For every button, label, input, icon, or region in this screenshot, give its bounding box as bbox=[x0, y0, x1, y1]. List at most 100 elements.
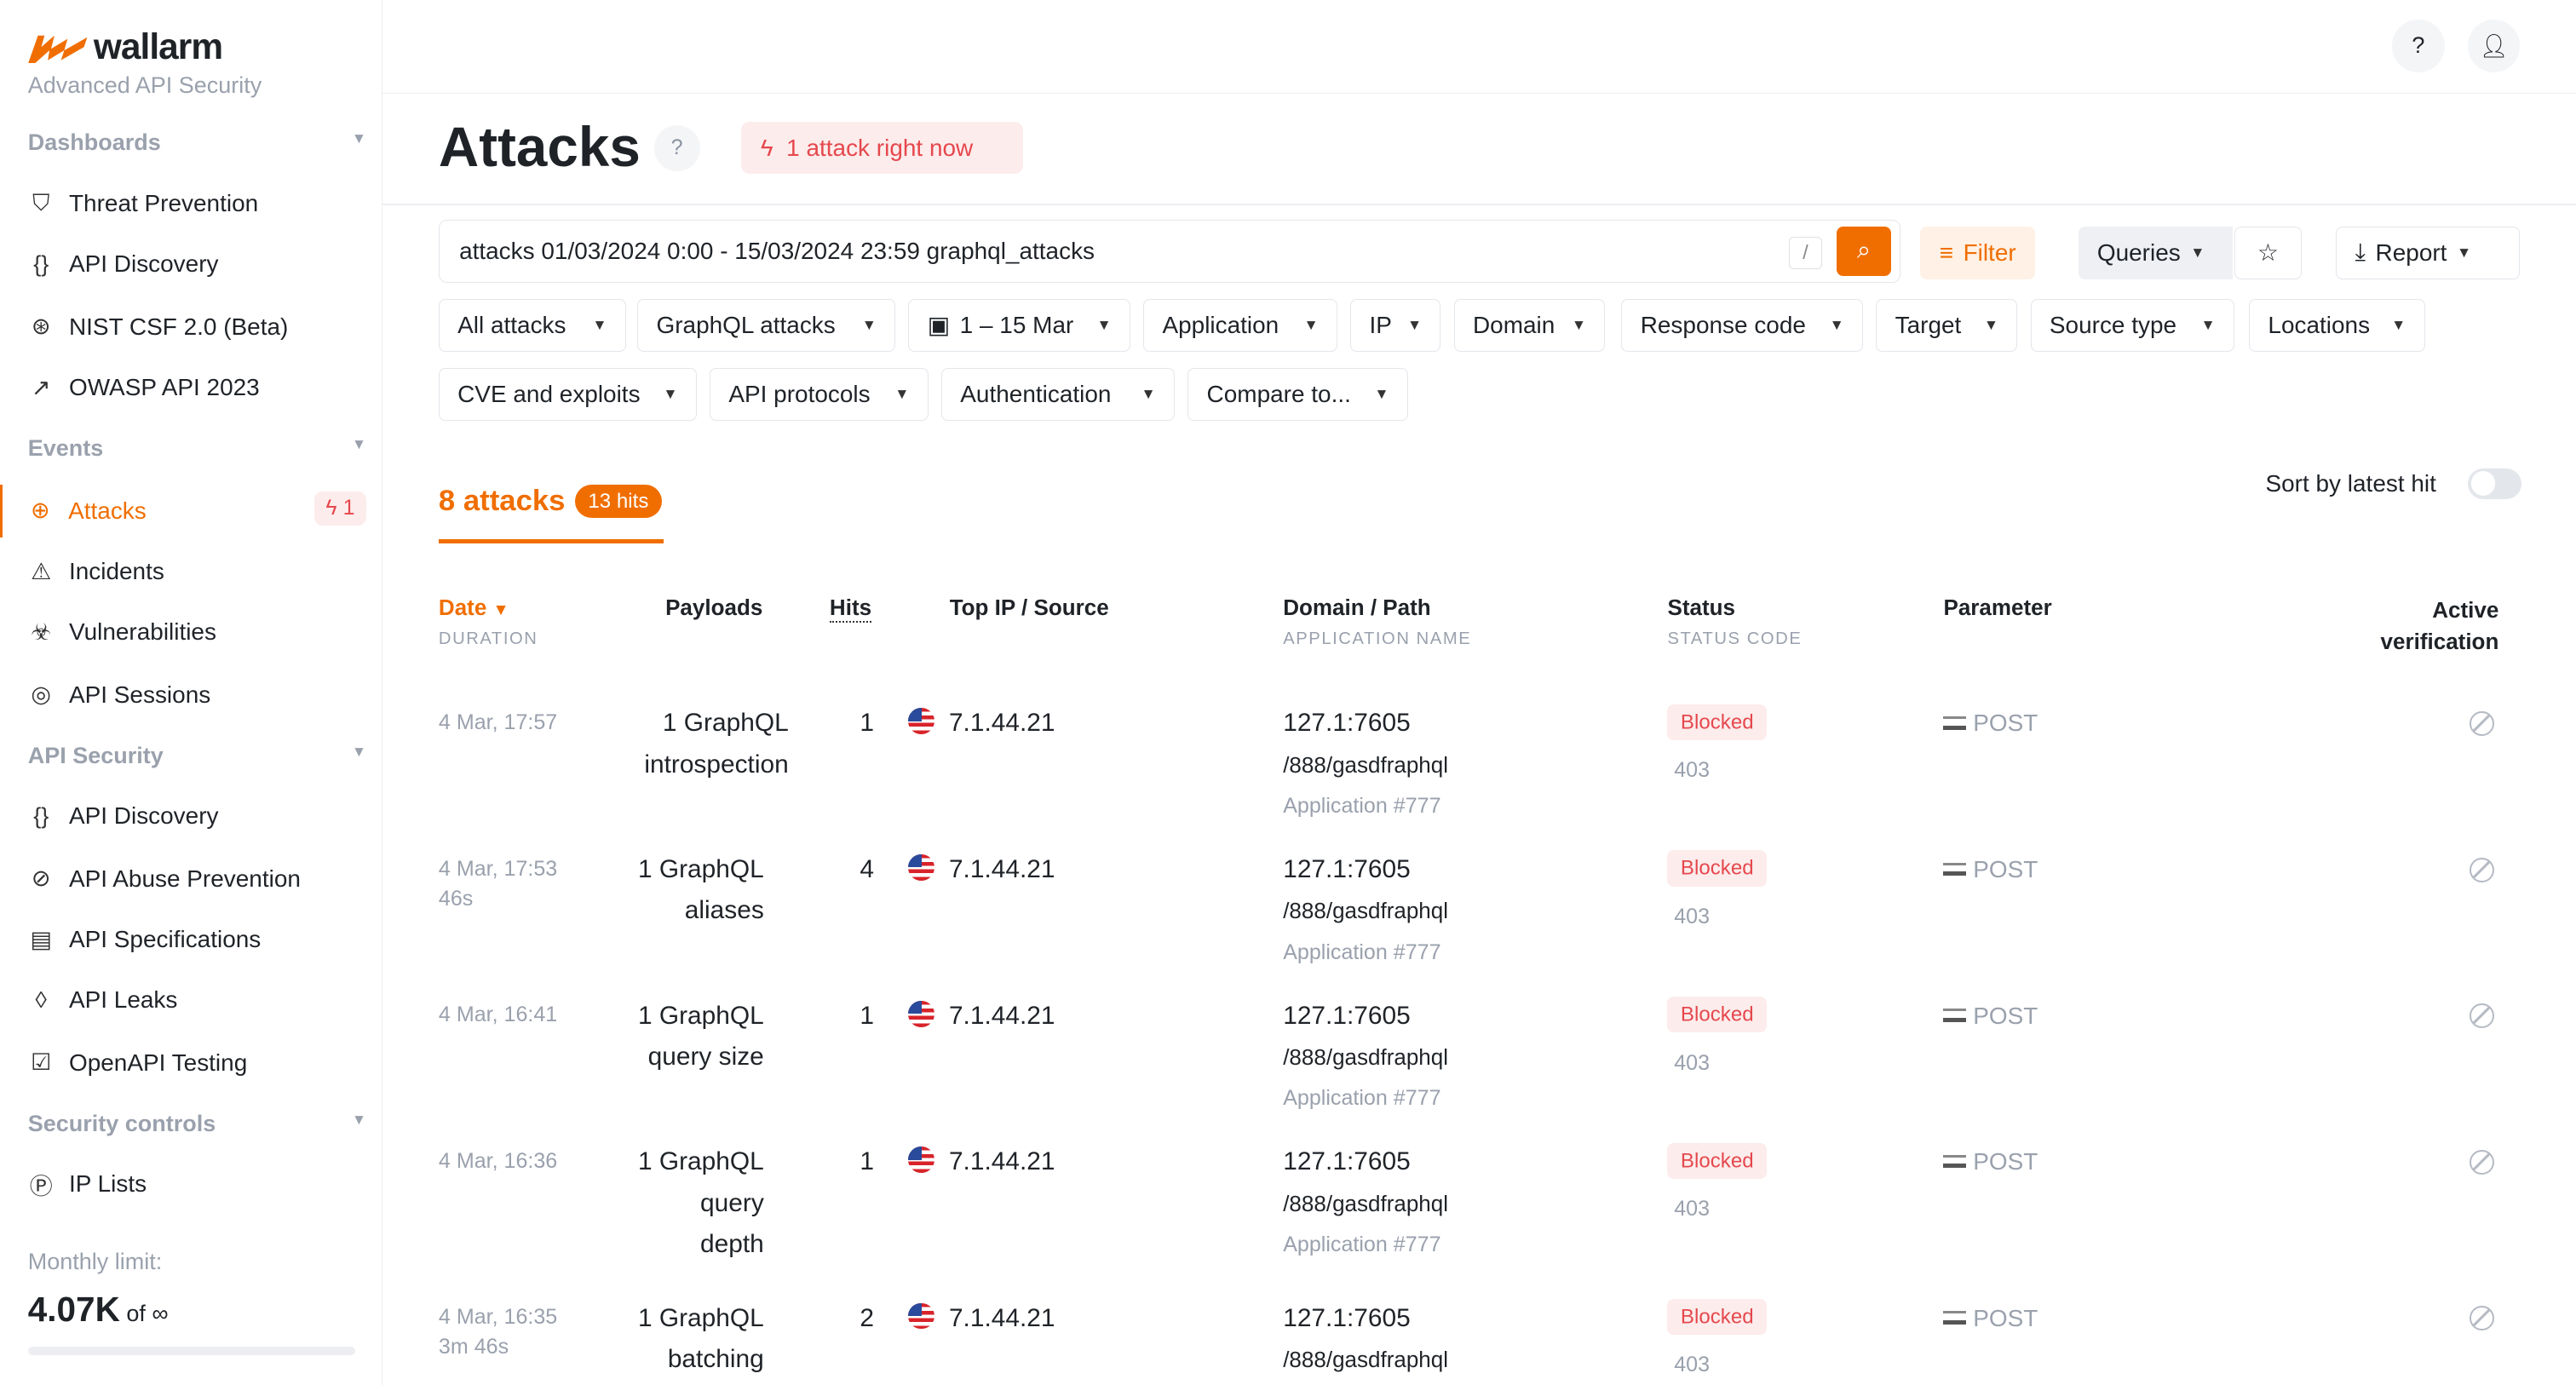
sidebar-item[interactable]: {} API Discovery bbox=[0, 238, 381, 291]
report-button[interactable]: ⤓ Report ▼ bbox=[2336, 227, 2521, 279]
row-parameter: POST bbox=[1943, 1141, 2038, 1182]
filter-dropdown[interactable]: Locations ▼ bbox=[2249, 298, 2425, 352]
sidebar-item-label: API Sessions bbox=[68, 681, 211, 708]
document-icon: ▤ bbox=[30, 926, 52, 952]
filter-dropdown[interactable]: GraphQL attacks ▼ bbox=[637, 298, 896, 352]
search-query: attacks 01/03/2024 0:00 - 15/03/2024 23:… bbox=[459, 238, 1095, 265]
row-date: 4 Mar, 17:57 bbox=[439, 708, 557, 738]
filter-dropdown[interactable]: ▣ 1 – 15 Mar ▼ bbox=[908, 298, 1130, 352]
row-parameter: POST bbox=[1943, 1298, 2038, 1339]
payload-line: 1 GraphQL bbox=[637, 1147, 764, 1176]
row-domain[interactable]: 127.1:7605/888/gasdfraphql Application #7… bbox=[1283, 1141, 1448, 1265]
sidebar-item-label: Threat Prevention bbox=[68, 190, 259, 217]
filter-dropdown[interactable]: All attacks ▼ bbox=[438, 298, 626, 352]
sidebar-item[interactable]: ⊛ NIST CSF 2.0 (Beta) bbox=[0, 301, 381, 353]
limit-of: of ∞ bbox=[126, 1300, 169, 1326]
filter-dropdown[interactable]: API protocols ▼ bbox=[710, 367, 929, 421]
row-ip[interactable]: 7.1.44.21 bbox=[908, 703, 1055, 744]
search-button[interactable]: ⌕ bbox=[1837, 227, 1891, 276]
filter-dropdown[interactable]: IP ▼ bbox=[1350, 298, 1441, 352]
filter-dropdown[interactable]: CVE and exploits ▼ bbox=[438, 367, 697, 421]
ip: 7.1.44.21 bbox=[948, 1303, 1055, 1332]
lightning-icon: ϟ bbox=[760, 134, 773, 161]
sidebar-section[interactable]: Events ▼ bbox=[28, 435, 366, 462]
star-button[interactable]: ☆ bbox=[2234, 227, 2302, 279]
sidebar-item[interactable]: {} API Discovery bbox=[0, 790, 381, 843]
payload-line: 1 GraphQL bbox=[637, 1001, 764, 1030]
sidebar-section[interactable]: API Security ▼ bbox=[28, 743, 366, 769]
header-hits[interactable]: Hits bbox=[829, 595, 872, 624]
help-icon[interactable]: ? bbox=[2391, 20, 2445, 72]
filter-dropdown[interactable]: Target ▼ bbox=[1876, 298, 2018, 352]
row-parameter: POST bbox=[1943, 703, 2038, 744]
sidebar-item[interactable]: ⛉ Threat Prevention bbox=[0, 177, 381, 230]
queries-label: Queries bbox=[2096, 238, 2181, 266]
duration: 46s bbox=[438, 886, 474, 911]
sidebar-item-label: API Discovery bbox=[68, 250, 219, 278]
row-domain[interactable]: 127.1:7605/888/gasdfraphql Application #7… bbox=[1283, 996, 1448, 1119]
filter-label: API protocols bbox=[728, 380, 871, 407]
search-input[interactable]: attacks 01/03/2024 0:00 - 15/03/2024 23:… bbox=[438, 220, 1901, 283]
filter-dropdown[interactable]: Application ▼ bbox=[1143, 298, 1337, 352]
payload-line: batching bbox=[667, 1344, 764, 1373]
sidebar-item[interactable]: ☑ OpenAPI Testing bbox=[0, 1037, 381, 1089]
sidebar-item[interactable]: ⊕ Attacks ϟ 1 bbox=[0, 484, 381, 537]
us-flag-icon bbox=[908, 1147, 935, 1174]
filter-label: 1 – 15 Mar bbox=[959, 311, 1074, 338]
row-domain[interactable]: 127.1:7605/888/gasdfraphql Application #7… bbox=[1283, 703, 1448, 826]
header-date[interactable]: Date ▼ bbox=[439, 595, 509, 621]
title-help-icon[interactable]: ? bbox=[653, 124, 700, 171]
header-status: Status bbox=[1667, 595, 1735, 621]
sidebar-item[interactable]: ◊ API Leaks bbox=[0, 974, 381, 1027]
robot-off-icon: ⊘ bbox=[31, 865, 51, 892]
sidebar-item[interactable]: Ⓟ IP Lists bbox=[0, 1158, 381, 1211]
filter-button[interactable]: ≡ Filter bbox=[1920, 227, 2035, 279]
status-code: 403 bbox=[1674, 1050, 1711, 1075]
shortcut-hint: / bbox=[1789, 236, 1822, 270]
download-icon: ⤓ bbox=[2355, 238, 2366, 266]
logo[interactable]: wallarm bbox=[27, 26, 223, 67]
domain: 127.1:7605 bbox=[1283, 855, 1411, 884]
header-ip: Top IP / Source bbox=[949, 595, 1109, 621]
sidebar-item[interactable]: ↗ OWASP API 2023 bbox=[0, 361, 381, 414]
row-ip[interactable]: 7.1.44.21 bbox=[908, 1298, 1055, 1339]
method-icon bbox=[1943, 862, 1967, 876]
row-domain[interactable]: 127.1:7605/888/gasdfraphql Application #7… bbox=[1283, 849, 1448, 973]
sidebar-section[interactable]: Dashboards ▼ bbox=[28, 129, 366, 156]
braces-check-icon: {} bbox=[33, 250, 49, 277]
us-flag-icon bbox=[908, 1000, 935, 1027]
sidebar-item[interactable]: ☣ Vulnerabilities bbox=[0, 606, 381, 659]
us-flag-icon bbox=[908, 854, 935, 881]
live-attack-badge[interactable]: ϟ 1 attack right now bbox=[740, 121, 1024, 175]
filter-dropdown[interactable]: Compare to... ▼ bbox=[1187, 367, 1408, 421]
status-badge: Blocked bbox=[1667, 996, 1768, 1033]
path: /888/gasdfraphql bbox=[1283, 1043, 1449, 1070]
drop-icon: ◊ bbox=[35, 986, 47, 1013]
queries-dropdown[interactable]: Queries ▼ bbox=[2078, 227, 2233, 279]
filter-dropdown[interactable]: Domain ▼ bbox=[1453, 298, 1606, 352]
row-domain[interactable]: 127.1:7605/888/gasdfraphql bbox=[1283, 1298, 1448, 1380]
attacks-count[interactable]: 8 attacks bbox=[438, 484, 566, 517]
user-icon[interactable]: 👤︎ bbox=[2467, 20, 2521, 72]
row-ip[interactable]: 7.1.44.21 bbox=[908, 849, 1055, 890]
sort-toggle[interactable] bbox=[2467, 468, 2522, 500]
sidebar-item[interactable]: ⚠ Incidents bbox=[0, 545, 381, 598]
filter-label: Source type bbox=[2049, 311, 2177, 338]
row-ip[interactable]: 7.1.44.21 bbox=[908, 996, 1055, 1037]
app-name: Application #777 bbox=[1283, 793, 1441, 818]
sidebar-section[interactable]: Security controls ▼ bbox=[28, 1111, 366, 1137]
filter-icon: ≡ bbox=[1939, 238, 1953, 266]
status-badge: Blocked bbox=[1667, 850, 1768, 887]
filter-label: Application bbox=[1162, 311, 1279, 338]
date: 4 Mar, 17:53 bbox=[438, 856, 558, 881]
filter-dropdown[interactable]: Source type ▼ bbox=[2030, 298, 2234, 352]
row-ip[interactable]: 7.1.44.21 bbox=[908, 1141, 1055, 1182]
filter-dropdown[interactable]: Authentication ▼ bbox=[941, 367, 1175, 421]
sidebar-item[interactable]: ▤ API Specifications bbox=[0, 913, 381, 966]
sidebar-item[interactable]: ⊘ API Abuse Prevention bbox=[0, 853, 381, 905]
date: 4 Mar, 16:35 bbox=[438, 1305, 558, 1330]
chevron-down-icon: ▼ bbox=[2200, 316, 2216, 334]
filter-dropdown[interactable]: Response code ▼ bbox=[1621, 298, 1863, 352]
section-label: API Security bbox=[27, 742, 164, 768]
sidebar-item[interactable]: ◎ API Sessions bbox=[0, 669, 381, 721]
